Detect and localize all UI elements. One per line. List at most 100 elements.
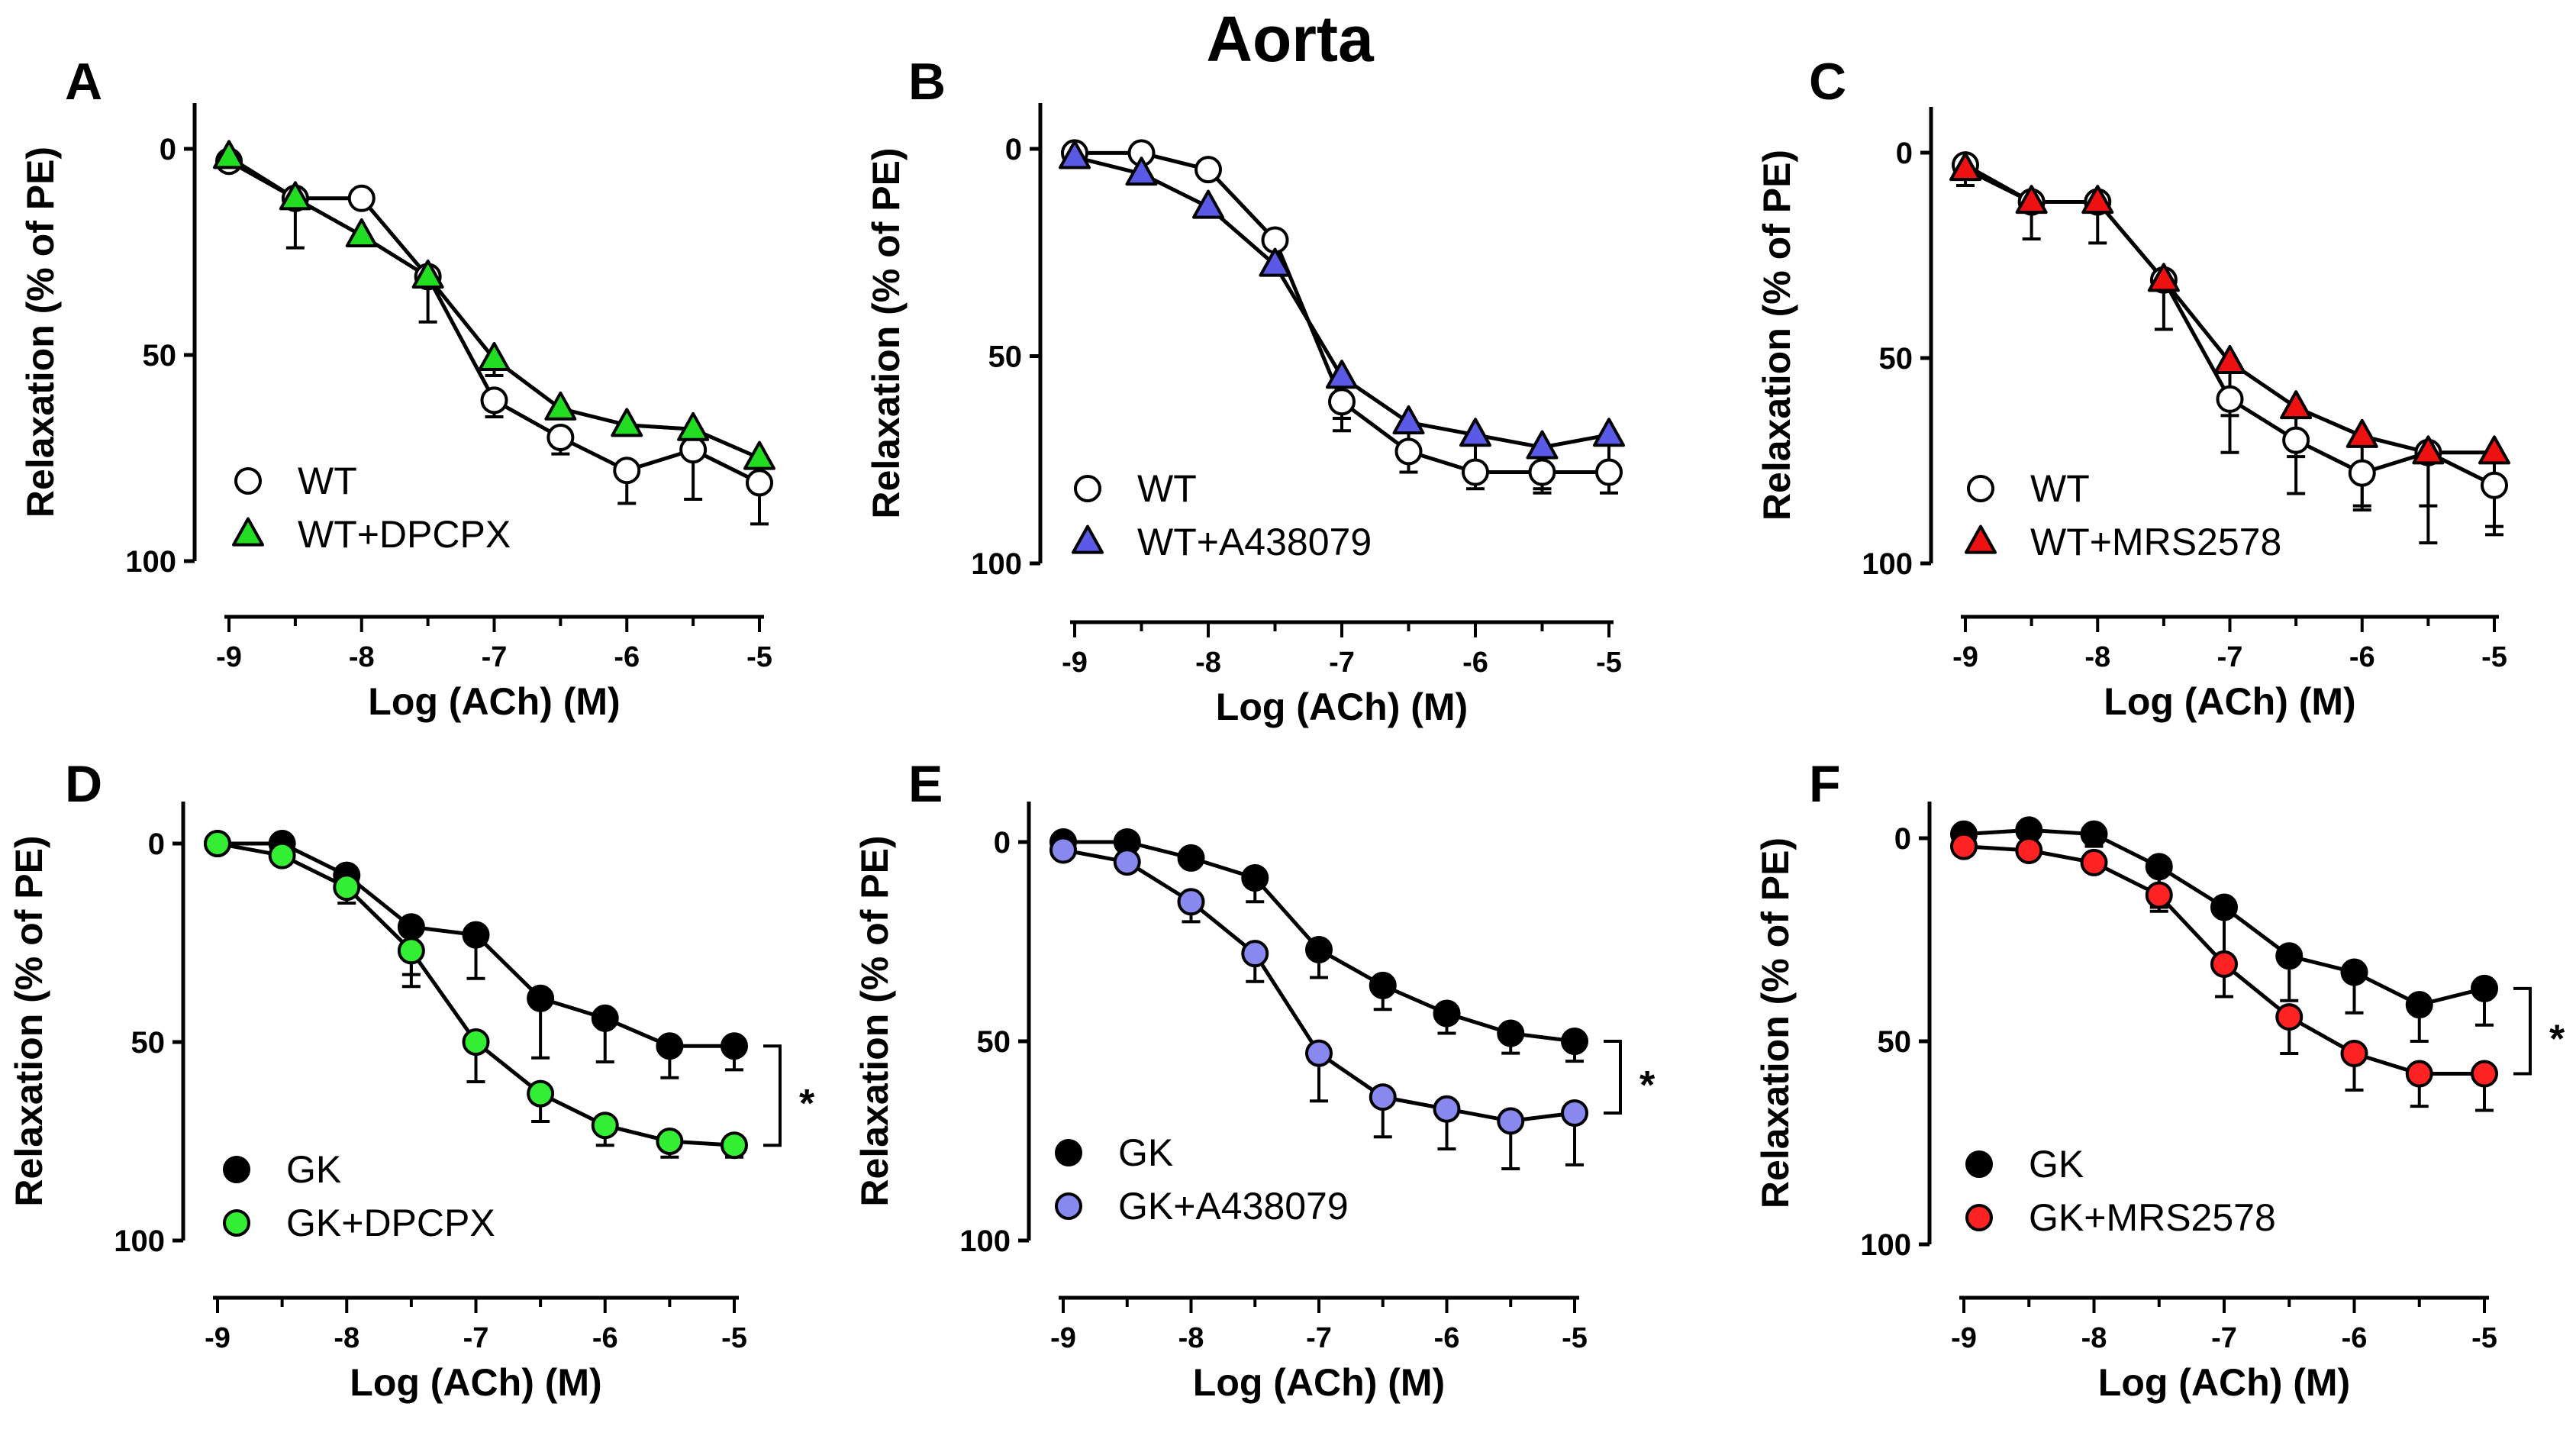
markers-wt-a438079: [1059, 140, 1625, 460]
legend-marker: [1055, 1192, 1082, 1220]
data-point: [1433, 999, 1461, 1028]
data-point: [2015, 836, 2043, 864]
figure-title: Aorta: [1206, 3, 1375, 75]
data-point: [333, 873, 361, 902]
data-point: [347, 184, 376, 212]
x-tick-label: -6: [592, 1322, 618, 1354]
panel-letter: E: [908, 755, 943, 813]
data-point: [1595, 458, 1623, 486]
data-point: [2145, 853, 2173, 881]
data-point: [679, 436, 708, 464]
significance-bracket: [763, 1044, 782, 1147]
legend-label: GK: [2029, 1143, 2084, 1186]
legend-label: WT+A438079: [1137, 521, 1372, 563]
legend-marker: [234, 467, 262, 495]
data-point: [1305, 935, 1333, 963]
legend-label: WT: [298, 460, 357, 502]
legend-marker: [1074, 475, 1101, 502]
data-point: [1949, 152, 1981, 182]
panel-letter: F: [1809, 755, 1841, 813]
series-line: [217, 841, 735, 1147]
panel-d: D 0 50 100 Relaxation (% of PE) -9 -8 -7 -6 -5 Log…: [8, 755, 815, 1404]
data-point: [1528, 458, 1556, 486]
data-point: [546, 424, 575, 451]
data-point: [1177, 888, 1205, 916]
legend-marker: [1055, 1139, 1082, 1166]
x-tick-label: -6: [1462, 647, 1488, 679]
y-tick-label: 0: [994, 826, 1011, 860]
data-point: [611, 408, 643, 437]
data-point: [591, 1112, 619, 1140]
data-point: [1059, 140, 1091, 169]
legend-marker: [1072, 524, 1104, 554]
significance-bracket: [2513, 986, 2532, 1076]
markers-wt: [1061, 139, 1623, 486]
data-point: [268, 841, 296, 870]
y-tick-label: 50: [131, 1026, 166, 1060]
data-point: [1241, 863, 1269, 892]
data-point: [2280, 390, 2313, 420]
x-tick-label: -9: [1050, 1322, 1076, 1354]
data-point: [2345, 418, 2378, 448]
legend-label: GK+A438079: [1118, 1185, 1349, 1228]
x-tick-label: -6: [2349, 641, 2375, 673]
data-point: [2275, 1003, 2304, 1031]
y-tick-label: 100: [125, 545, 176, 579]
data-point: [480, 386, 508, 415]
data-point: [1433, 1095, 1461, 1123]
y-axis-label: Relaxation (% of PE): [8, 835, 50, 1206]
y-tick-label: 100: [959, 1224, 1011, 1258]
y-tick-label: 0: [1894, 822, 1911, 856]
data-point: [2405, 1060, 2433, 1088]
data-point: [656, 1032, 684, 1060]
legend-marker: [1967, 475, 1994, 502]
data-point: [1369, 971, 1397, 999]
markers-gk: [1950, 816, 2498, 1019]
data-point: [1561, 1099, 1588, 1127]
data-point: [213, 140, 245, 169]
x-tick-label: -5: [2481, 641, 2507, 673]
panel-letter: A: [65, 53, 102, 111]
data-point: [1369, 1083, 1397, 1112]
data-point: [1326, 360, 1358, 389]
legend-marker: [1965, 1150, 1993, 1178]
data-point: [1328, 388, 1356, 416]
legend-label: WT: [1137, 467, 1197, 510]
x-axis-label: Log (ACh) (M): [350, 1361, 601, 1404]
x-tick-label: -8: [349, 641, 375, 673]
y-tick-label: 100: [1860, 1228, 1911, 1262]
y-tick-label: 50: [143, 339, 177, 373]
legend-label: WT+MRS2578: [2030, 521, 2281, 563]
data-point: [2340, 1039, 2368, 1067]
x-tick-label: -7: [2211, 1322, 2237, 1354]
markers-gk: [1049, 828, 1588, 1055]
panel-letter: C: [1809, 53, 1846, 111]
data-point: [1950, 832, 1978, 860]
data-point: [746, 469, 773, 497]
data-point: [591, 1004, 619, 1032]
data-point: [1497, 1107, 1525, 1135]
x-tick-label: -9: [1952, 641, 1978, 673]
x-tick-label: -8: [1195, 647, 1221, 679]
data-point: [2081, 185, 2114, 215]
legend-label: GK: [1118, 1131, 1173, 1174]
x-tick-label: -8: [334, 1322, 359, 1354]
data-point: [411, 260, 444, 289]
data-point: [2015, 185, 2048, 215]
y-tick-label: 50: [977, 1025, 1011, 1059]
series-gk-dpcpx: [217, 841, 743, 1159]
data-point: [1192, 189, 1224, 219]
y-tick-label: 50: [988, 340, 1023, 374]
markers-gk-mrs2578: [1950, 832, 2498, 1088]
data-point: [677, 411, 710, 441]
x-tick-label: -9: [1062, 647, 1088, 679]
data-point: [2210, 893, 2238, 921]
data-point: [544, 391, 577, 421]
y-tick-label: 100: [971, 547, 1022, 581]
y-tick-label: 0: [1005, 133, 1022, 166]
data-point: [1394, 437, 1423, 466]
data-point: [1526, 430, 1559, 460]
x-tick-label: -7: [1329, 647, 1355, 679]
markers-gk-dpcpx: [204, 830, 748, 1160]
data-point: [345, 218, 378, 247]
